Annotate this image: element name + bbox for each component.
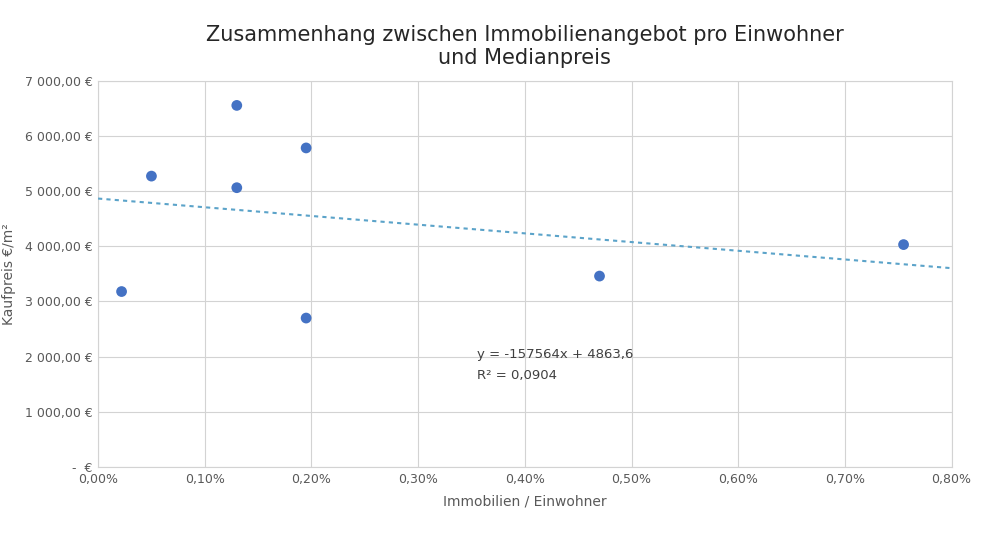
Point bbox=[298, 143, 314, 152]
Point bbox=[229, 101, 244, 110]
Y-axis label: Kaufpreis €/m²: Kaufpreis €/m² bbox=[2, 223, 17, 325]
Point bbox=[229, 184, 244, 192]
Text: y = -157564x + 4863,6
R² = 0,0904: y = -157564x + 4863,6 R² = 0,0904 bbox=[477, 349, 633, 382]
Point bbox=[896, 240, 911, 249]
Point bbox=[114, 287, 129, 296]
Point bbox=[592, 272, 607, 280]
Point bbox=[143, 172, 159, 180]
Title: Zusammenhang zwischen Immobilienangebot pro Einwohner
und Medianpreis: Zusammenhang zwischen Immobilienangebot … bbox=[206, 25, 844, 68]
X-axis label: Immobilien / Einwohner: Immobilien / Einwohner bbox=[443, 494, 606, 508]
Point bbox=[298, 314, 314, 322]
